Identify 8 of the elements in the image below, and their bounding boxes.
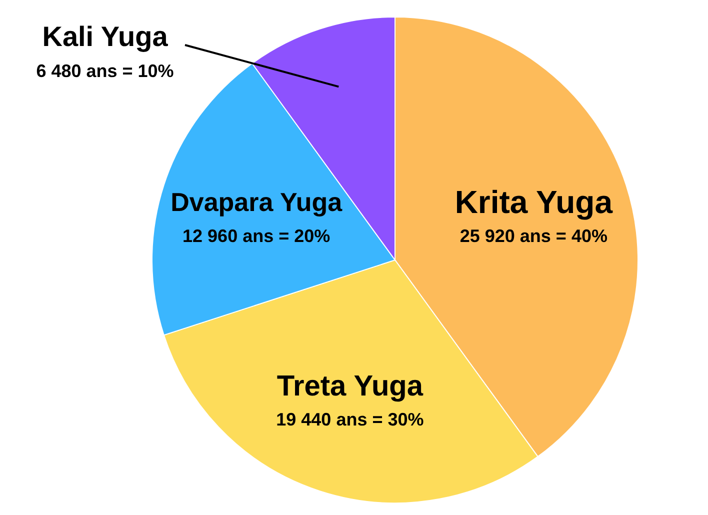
data-label: 25 920 ans = 40%	[460, 226, 608, 246]
data-label: 6 480 ans = 10%	[36, 61, 174, 81]
slice-label: Dvapara Yuga	[170, 186, 343, 217]
slice-label: Krita Yuga	[454, 184, 613, 220]
data-label: 12 960 ans = 20%	[182, 226, 330, 246]
data-label: 19 440 ans = 30%	[276, 410, 424, 430]
slice-label: Treta Yuga	[276, 370, 424, 403]
slice-label: Kali Yuga	[42, 21, 168, 52]
